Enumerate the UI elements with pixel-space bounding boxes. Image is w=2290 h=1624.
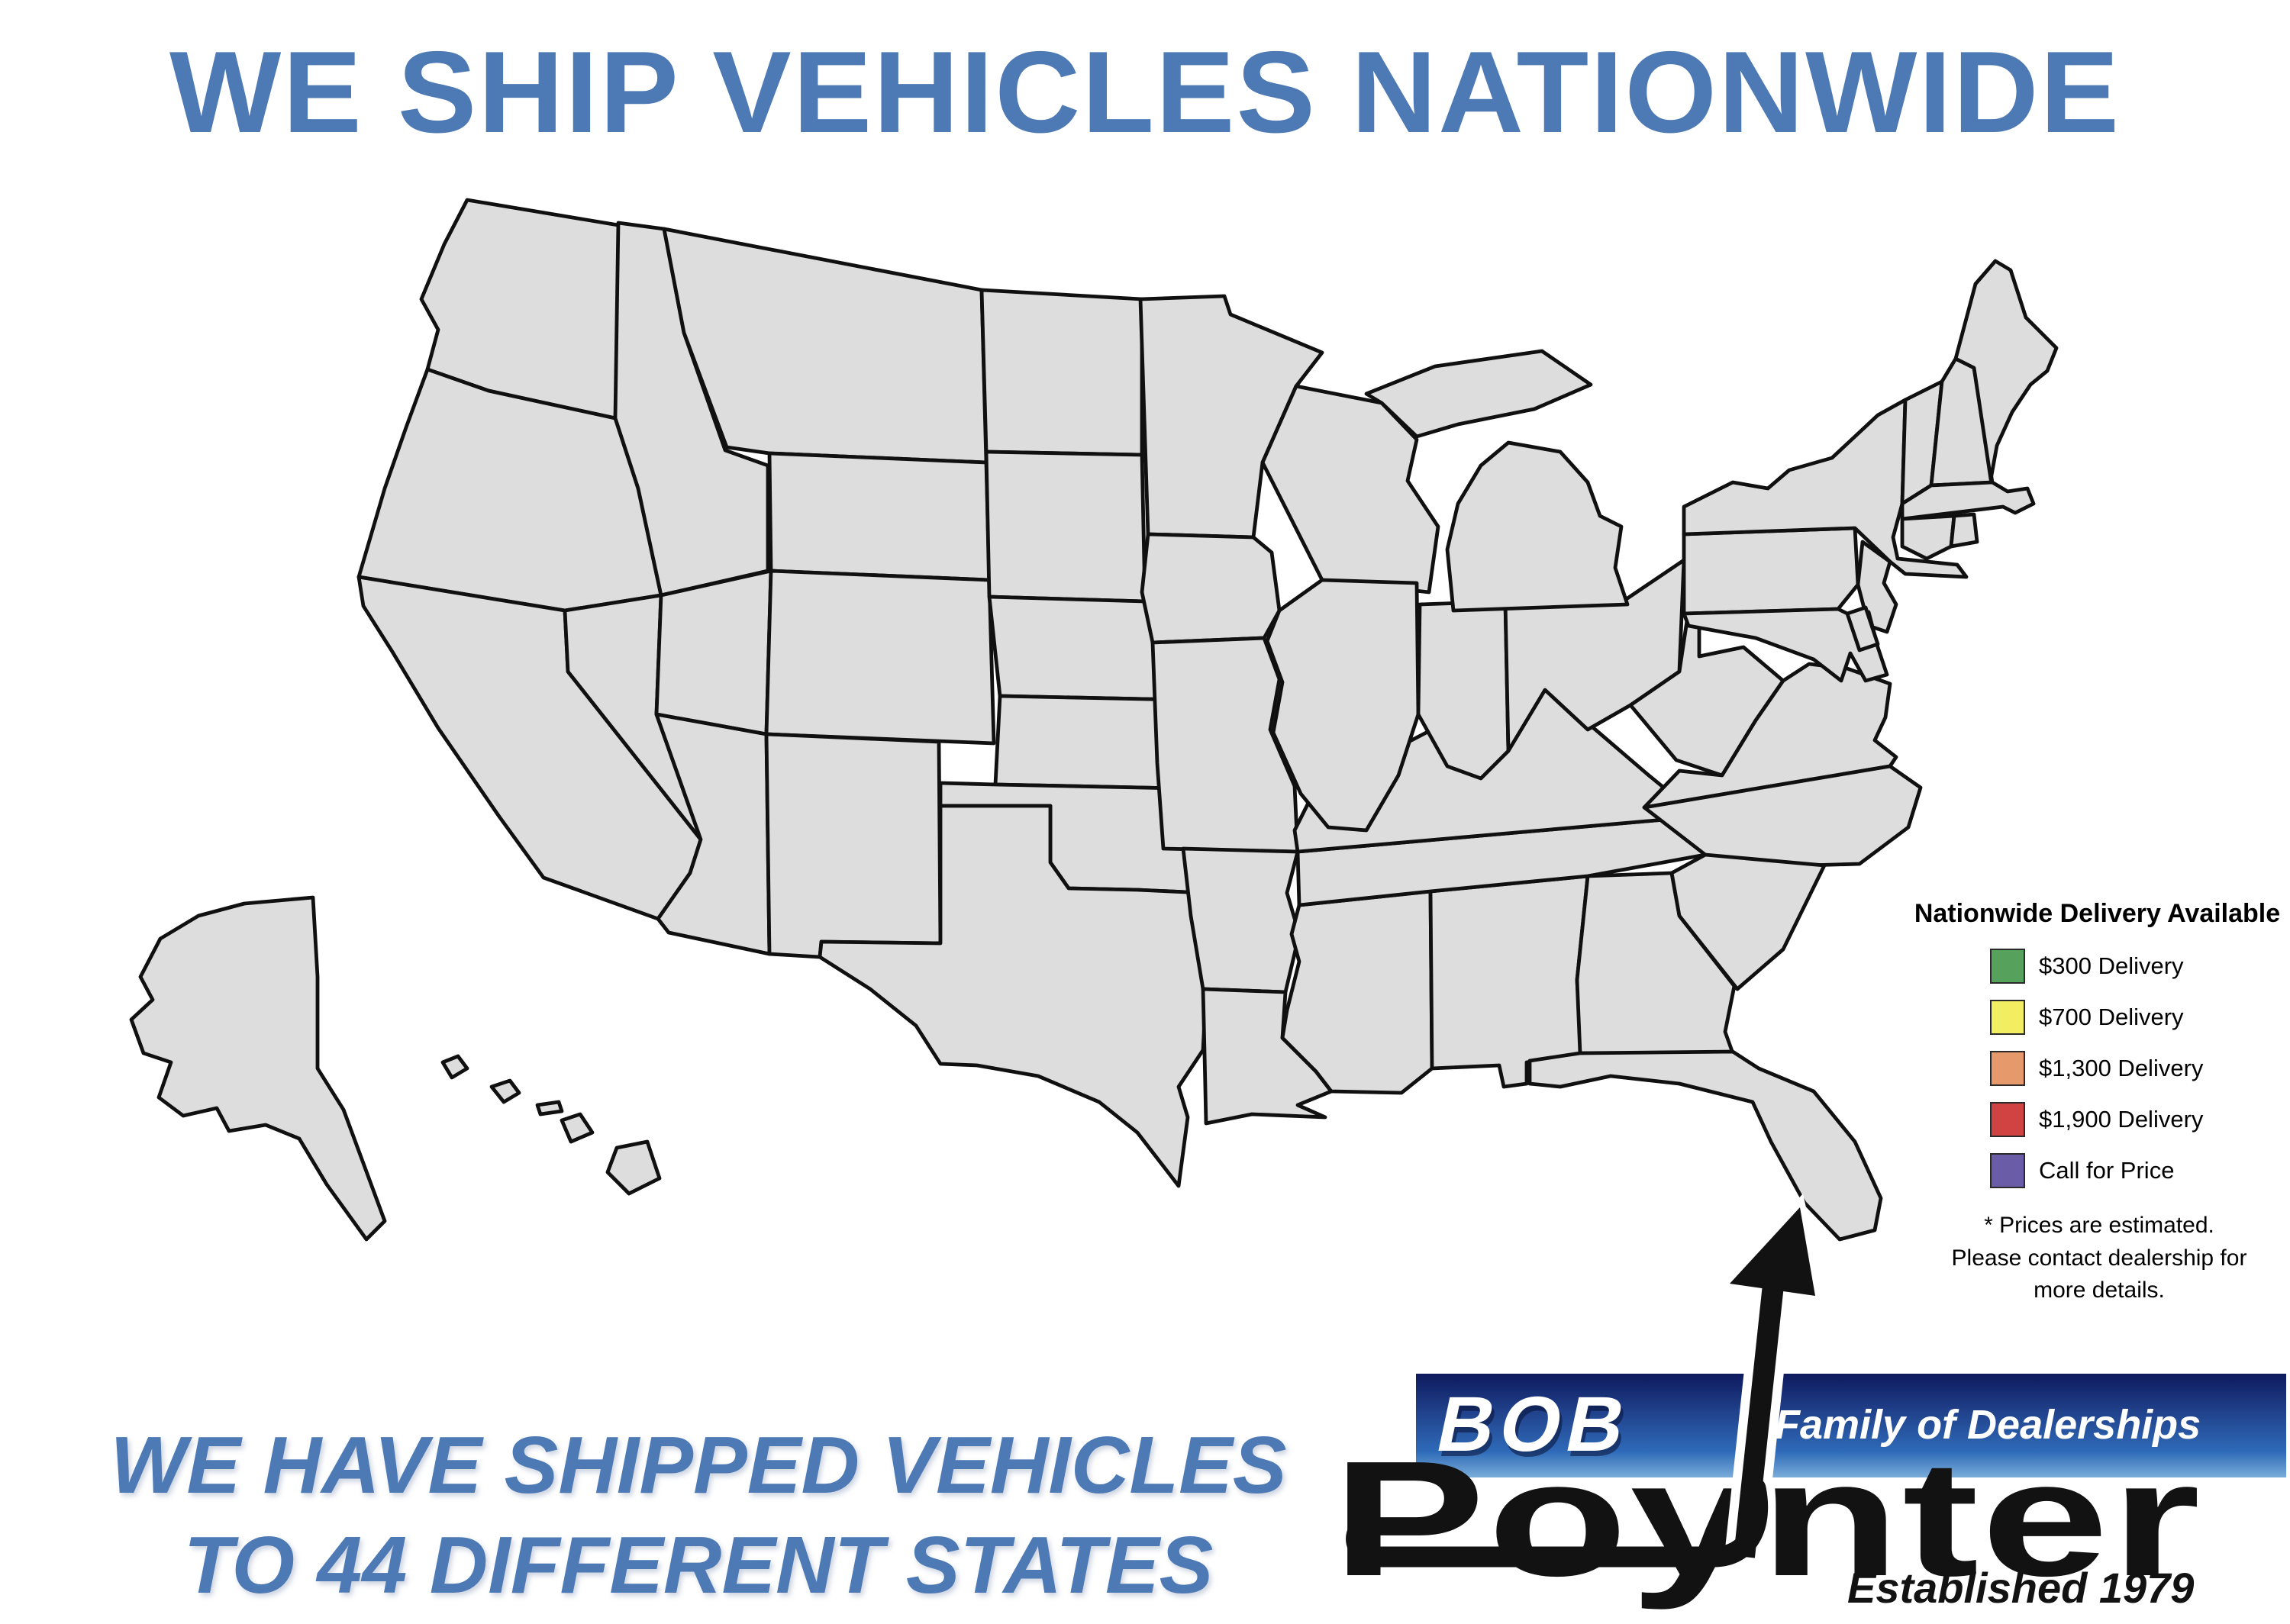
y-tail-underline (1346, 1477, 1769, 1568)
footer-line-2: TO 44 DIFFERENT STATES (183, 1520, 1214, 1611)
arrowhead (1730, 1207, 1815, 1296)
logo-family-text: Family of Dealerships (1775, 1402, 2201, 1448)
state-missouri (1150, 636, 1300, 854)
state-arkansas (1181, 846, 1301, 994)
legend-item-300: $300 Delivery (1990, 949, 2290, 984)
state-maine (1953, 259, 2059, 482)
yellow-swatch-icon (1990, 1000, 2025, 1035)
delivery-legend: Nationwide Delivery Available $300 Deliv… (1905, 899, 2290, 1204)
legend-label: $300 Delivery (2039, 952, 2184, 979)
state-hawaii-maui (560, 1112, 595, 1144)
legend-item-700: $700 Delivery (1990, 1000, 2290, 1035)
legend-item-1300: $1,300 Delivery (1990, 1051, 2290, 1086)
price-disclaimer: * Prices are estimated. Please contact d… (1916, 1210, 2282, 1307)
legend-label: Call for Price (2039, 1157, 2175, 1184)
logo-blue-bar: BOB Family of Dealerships (1416, 1374, 2286, 1477)
state-south-carolina (1669, 852, 1827, 991)
legend-item-call: Call for Price (1990, 1153, 2290, 1188)
state-michigan-lower (1445, 440, 1630, 613)
state-florida (1527, 1049, 1883, 1242)
state-connecticut (1900, 514, 1956, 561)
arrow-shaft (1734, 1269, 1785, 1558)
legend-items: $300 Delivery $700 Delivery $1,300 Deliv… (1990, 949, 2290, 1188)
state-hawaii-molokai (535, 1100, 564, 1116)
legend-label: $1,900 Delivery (2039, 1106, 2204, 1133)
footer-line-1: WE HAVE SHIPPED VEHICLES (110, 1420, 1287, 1510)
state-alaska (129, 895, 387, 1242)
legend-title: Nationwide Delivery Available (1914, 899, 2281, 928)
state-pennsylvania (1682, 526, 1860, 616)
disclaimer-line-2: Please contact dealership for (1951, 1245, 2247, 1271)
legend-item-1900: $1,900 Delivery (1990, 1102, 2290, 1137)
red-swatch-icon (1990, 1102, 2025, 1137)
purple-swatch-icon (1990, 1153, 2025, 1188)
state-hawaii-kauai (440, 1054, 469, 1080)
state-hawaii-oahu (489, 1078, 521, 1104)
green-swatch-icon (1990, 949, 2025, 984)
growth-arrow-icon (1346, 1194, 1827, 1568)
disclaimer-line-3: more details. (2034, 1278, 2165, 1303)
state-new-mexico (764, 732, 943, 959)
legend-label: $700 Delivery (2039, 1004, 2184, 1030)
page-title: WE SHIP VEHICLES NATIONWIDE (169, 27, 2121, 157)
state-iowa (1140, 532, 1282, 645)
state-virginia (1642, 662, 1898, 810)
state-south-dakota (984, 450, 1147, 604)
state-wyoming (767, 451, 992, 582)
state-utah (654, 569, 773, 736)
state-delaware (1845, 605, 1880, 652)
footer-headline: WE HAVE SHIPPED VEHICLES TO 44 DIFFERENT… (42, 1416, 1355, 1616)
logo-established-text: Established 1979 (1847, 1564, 2195, 1612)
state-michigan-upper (1364, 349, 1593, 439)
state-rhode-island (1949, 512, 1979, 549)
state-colorado (764, 569, 996, 746)
state-hawaii-big-island (605, 1139, 662, 1196)
state-texas (818, 804, 1208, 1188)
state-mississippi (1280, 889, 1434, 1095)
state-north-dakota (979, 288, 1144, 457)
state-massachusetts (1900, 480, 2036, 521)
disclaimer-line-1: * Prices are estimated. (1984, 1213, 2214, 1238)
state-new-york (1682, 398, 1969, 579)
legend-label: $1,300 Delivery (2039, 1055, 2204, 1081)
orange-swatch-icon (1990, 1051, 2025, 1086)
states-group (129, 198, 2059, 1242)
